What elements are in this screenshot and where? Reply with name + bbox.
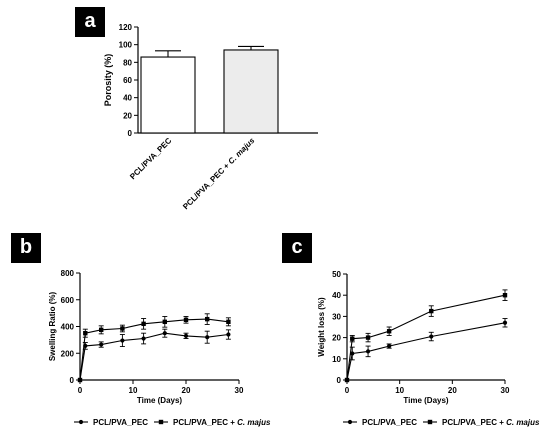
x-tick-label: 20	[448, 386, 457, 395]
y-tick-label: 0	[70, 376, 75, 385]
panel-label-a: a	[75, 7, 105, 37]
data-point	[226, 332, 231, 337]
data-point	[365, 349, 371, 354]
data-point	[350, 351, 355, 356]
x-tick-label: 0	[78, 386, 83, 395]
data-point	[429, 308, 434, 314]
data-point	[344, 377, 350, 383]
data-point	[99, 342, 104, 347]
legend-label: PCL/PVA_PEC + C. majus	[442, 418, 540, 427]
data-point	[83, 330, 88, 336]
y-tick-label: 80	[123, 58, 132, 67]
legend-label: PCL/PVA_PEC	[362, 418, 417, 427]
x-tick-label: 20	[182, 386, 191, 395]
y-tick-label: 0	[337, 376, 342, 385]
y-tick-label: 10	[332, 355, 341, 364]
y-tick-label: 120	[119, 23, 133, 32]
y-tick-label: 100	[119, 41, 133, 50]
y-tick-label: 800	[61, 269, 75, 278]
bar	[140, 56, 196, 134]
legend-marker	[158, 419, 164, 425]
panel-label-b: b	[11, 233, 41, 263]
data-point	[162, 319, 167, 325]
x-category-label: PCL/PVA_PEC + C. majus	[181, 136, 257, 212]
data-point	[183, 317, 189, 323]
y-tick-label: 40	[332, 291, 341, 300]
x-tick-label: 0	[345, 386, 350, 395]
y-tick-label: 0	[128, 129, 133, 138]
legend-label: PCL/PVA_PEC + C. majus	[173, 418, 271, 427]
x-tick-label: 30	[501, 386, 510, 395]
data-point	[429, 334, 434, 339]
x-category-label: PCL/PVA_PEC	[128, 136, 173, 181]
y-tick-label: 400	[61, 323, 75, 332]
data-point	[183, 333, 189, 338]
x-tick-label: 30	[235, 386, 244, 395]
x-axis-label: Time (Days)	[403, 396, 449, 405]
panel-a-chart: 0 20 40 60 80 100 120 Porosity (%) PCL/PVA_PECPC…	[103, 23, 318, 211]
data-point	[502, 320, 508, 325]
data-point	[226, 319, 231, 325]
series-line	[346, 322, 506, 381]
y-tick-label: 60	[123, 76, 132, 85]
panel-b-chart: 0 200 400 600 800 0 10 20 30 Time (Days) Swelling …	[48, 269, 271, 427]
legend-marker	[78, 419, 84, 425]
legend-label: PCL/PVA_PEC	[93, 418, 148, 427]
y-tick-label: 30	[332, 312, 341, 321]
x-tick-label: 10	[395, 386, 404, 395]
data-point	[387, 343, 392, 349]
x-tick-label: 10	[129, 386, 138, 395]
bar	[223, 49, 279, 134]
x-axis-label: Time (Days)	[137, 396, 183, 405]
data-point	[120, 326, 125, 331]
legend-marker	[347, 419, 353, 425]
data-point	[120, 338, 125, 343]
y-tick-label: 20	[123, 111, 132, 120]
data-point	[502, 293, 508, 298]
y-tick-label: 600	[61, 296, 75, 305]
y-axis-label: Weight loss (%)	[317, 297, 326, 357]
y-tick-label: 50	[332, 270, 341, 279]
data-point	[141, 321, 146, 327]
data-point	[350, 336, 355, 341]
data-point	[77, 377, 83, 383]
y-tick-label: 200	[61, 349, 75, 358]
data-point	[205, 316, 210, 322]
panel-c-chart: 0 10 20 30 40 50 0 10 20 30 Time (Days) Weight loss…	[317, 270, 540, 427]
data-point	[99, 327, 104, 333]
y-axis-label: Porosity (%)	[103, 54, 113, 107]
data-point	[141, 336, 146, 341]
y-axis-label: Swelling Ratio (%)	[48, 292, 57, 362]
data-point	[162, 331, 167, 336]
series-line	[346, 294, 506, 381]
legend-marker	[427, 419, 433, 425]
y-tick-label: 40	[123, 94, 132, 103]
y-tick-label: 20	[332, 334, 341, 343]
data-point	[365, 335, 371, 340]
data-point	[386, 329, 392, 334]
panel-label-c: c	[282, 233, 312, 263]
series-line	[79, 332, 229, 381]
data-point	[205, 335, 210, 340]
